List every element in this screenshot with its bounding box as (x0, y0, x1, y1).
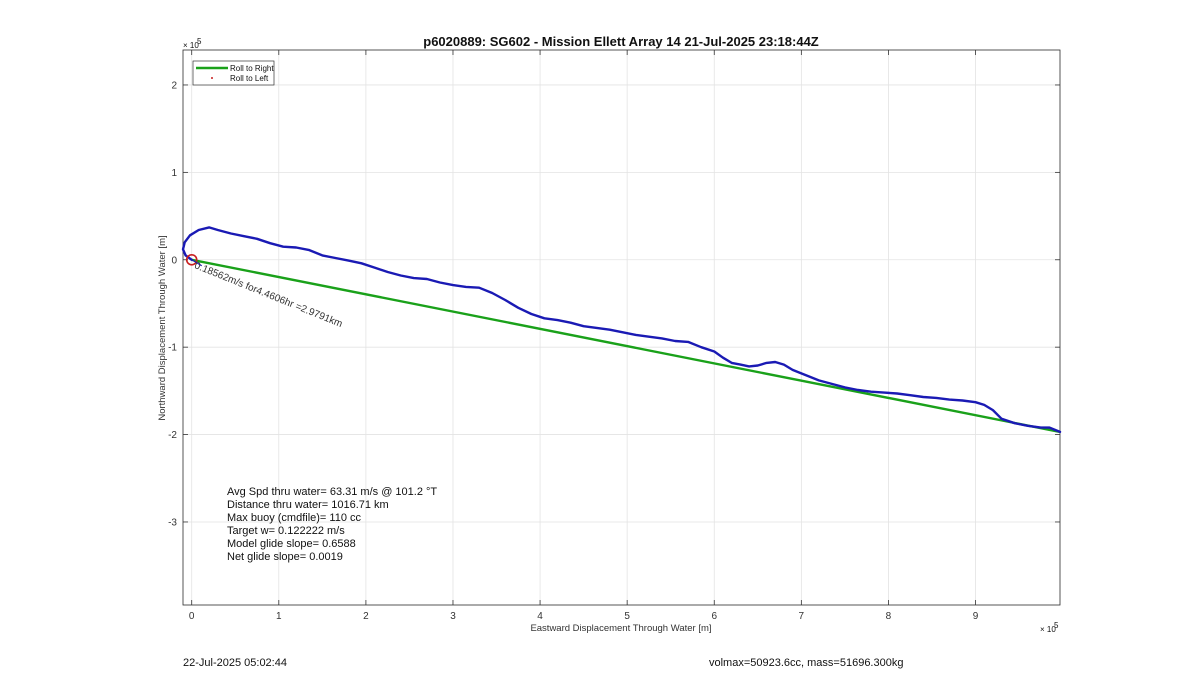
x-exponent: × 10 5 (1040, 621, 1059, 634)
y-tick-label: -2 (168, 430, 177, 441)
stat-max-buoy: Max buoy (cmdfile)= 110 cc (227, 512, 361, 524)
footer-date: 22-Jul-2025 05:02:44 (183, 657, 287, 669)
y-tick-label: -3 (168, 517, 177, 528)
x-tick-label: 0 (189, 611, 195, 622)
x-tick-label: 6 (711, 611, 717, 622)
grid-lines (183, 50, 1060, 605)
chart-title: p6020889: SG602 - Mission Ellett Array 1… (423, 34, 819, 49)
x-ticks: 0 1 2 3 4 5 6 7 8 9 (189, 50, 979, 622)
footer-mass-info: volmax=50923.6cc, mass=51696.300kg (709, 657, 904, 669)
roll-to-right-line (191, 258, 1061, 434)
y-ticks: 2 1 0 -1 -2 -3 (168, 80, 1060, 528)
x-exponent-base: × 10 (1040, 625, 1056, 634)
series-group (181, 226, 1062, 434)
x-tick-label: 8 (886, 611, 892, 622)
y-tick-label: -1 (168, 343, 177, 354)
y-tick-label: 1 (171, 168, 177, 179)
plot-frame (182, 49, 1061, 606)
y-exponent-power: 5 (197, 37, 202, 46)
stat-target-w: Target w= 0.122222 m/s (227, 525, 345, 537)
legend-left-label: Roll to Left (230, 74, 269, 83)
x-tick-label: 4 (537, 611, 543, 622)
current-arrow (191, 259, 203, 267)
x-tick-label: 7 (799, 611, 805, 622)
y-exponent-base: × 10 (183, 41, 199, 50)
x-tick-label: 9 (973, 611, 979, 622)
current-arrow-label: 0.18562m/s for4.4606hr =2.9791km (193, 260, 344, 330)
y-exponent: × 10 5 (183, 37, 202, 50)
stat-avg-speed: Avg Spd thru water= 63.31 m/s @ 101.2 °T (227, 486, 437, 498)
legend-left-swatch (211, 77, 213, 79)
y-tick-label: 2 (171, 80, 177, 91)
legend-box (192, 60, 275, 86)
x-axis-label: Eastward Displacement Through Water [m] (530, 623, 711, 634)
stats-block: Avg Spd thru water= 63.31 m/s @ 101.2 °T… (227, 486, 437, 563)
x-tick-label: 3 (450, 611, 456, 622)
stat-net-glide: Net glide slope= 0.0019 (227, 551, 343, 563)
y-axis-label: Northward Displacement Through Water [m] (157, 235, 168, 420)
x-tick-label: 1 (276, 611, 282, 622)
x-tick-label: 5 (624, 611, 630, 622)
start-marker (185, 253, 198, 266)
stat-model-glide: Model glide slope= 0.6588 (227, 538, 356, 550)
stat-distance: Distance thru water= 1016.71 km (227, 499, 389, 511)
legend-right-label: Roll to Right (230, 64, 274, 73)
legend: Roll to Right Roll to Left (192, 60, 275, 86)
y-tick-label: 0 (171, 255, 177, 266)
x-tick-label: 2 (363, 611, 369, 622)
x-exponent-power: 5 (1054, 621, 1059, 630)
glider-track-line (181, 226, 1062, 434)
